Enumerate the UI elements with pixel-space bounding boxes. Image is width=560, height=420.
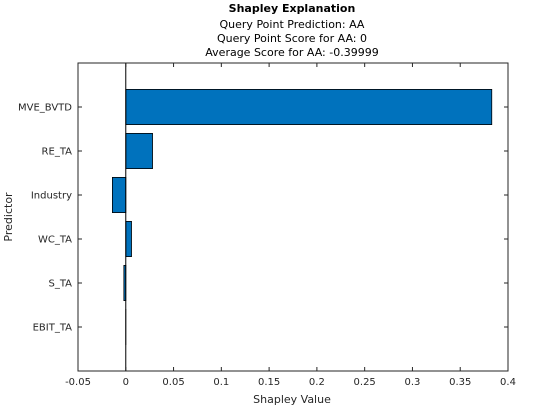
x-tick-label: 0.3	[404, 377, 420, 388]
x-tick-label: 0.2	[309, 377, 325, 388]
x-tick-label: 0.35	[449, 377, 471, 388]
y-tick-label: S_TA	[48, 279, 72, 290]
y-tick-label: MVE_BVTD	[18, 103, 72, 114]
chart-subtitle-score: Query Point Score for AA: 0	[217, 32, 367, 45]
ticks-layer: MVE_BVTD RE_TA Industry WC_TA S_TA EBIT_TA -0.…	[18, 63, 516, 388]
x-axis-label: Shapley Value	[253, 393, 331, 406]
x-tick-label: 0.15	[258, 377, 280, 388]
y-tick-label: WC_TA	[38, 235, 72, 246]
chart-subtitle-prediction: Query Point Prediction: AA	[220, 18, 365, 31]
bar-wc-ta	[125, 220, 132, 257]
x-tick-label: 0.1	[213, 377, 229, 388]
y-axis-label: Predictor	[2, 192, 15, 242]
bar-industry	[112, 176, 127, 213]
x-tick-label: 0.25	[354, 377, 376, 388]
chart-subtitle-average: Average Score for AA: -0.39999	[205, 46, 378, 59]
x-tick-label: 0.05	[162, 377, 184, 388]
bar-mve-bvtd	[125, 89, 493, 126]
x-tick-label: 0	[123, 377, 129, 388]
chart-title: Shapley Explanation	[229, 2, 356, 15]
x-tick-label: -0.05	[65, 377, 91, 388]
y-tick-label: Industry	[31, 191, 72, 202]
bars-layer	[112, 63, 493, 371]
y-tick-label: RE_TA	[42, 147, 73, 158]
y-tick-label: EBIT_TA	[33, 323, 73, 334]
bar-re-ta	[125, 132, 153, 169]
x-tick-label: 0.4	[500, 377, 516, 388]
